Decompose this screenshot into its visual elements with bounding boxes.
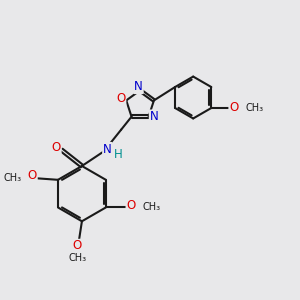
Text: CH₃: CH₃ <box>245 103 263 113</box>
Text: CH₃: CH₃ <box>68 253 87 262</box>
Text: N: N <box>134 80 143 93</box>
Text: N: N <box>103 142 112 156</box>
Text: O: O <box>126 199 136 212</box>
Text: CH₃: CH₃ <box>4 173 22 183</box>
Text: CH₃: CH₃ <box>142 202 160 212</box>
Text: O: O <box>72 239 81 253</box>
Text: O: O <box>52 141 61 154</box>
Text: N: N <box>149 110 158 123</box>
Text: H: H <box>114 148 123 161</box>
Text: O: O <box>229 101 238 114</box>
Text: O: O <box>116 92 126 106</box>
Text: O: O <box>28 169 37 182</box>
